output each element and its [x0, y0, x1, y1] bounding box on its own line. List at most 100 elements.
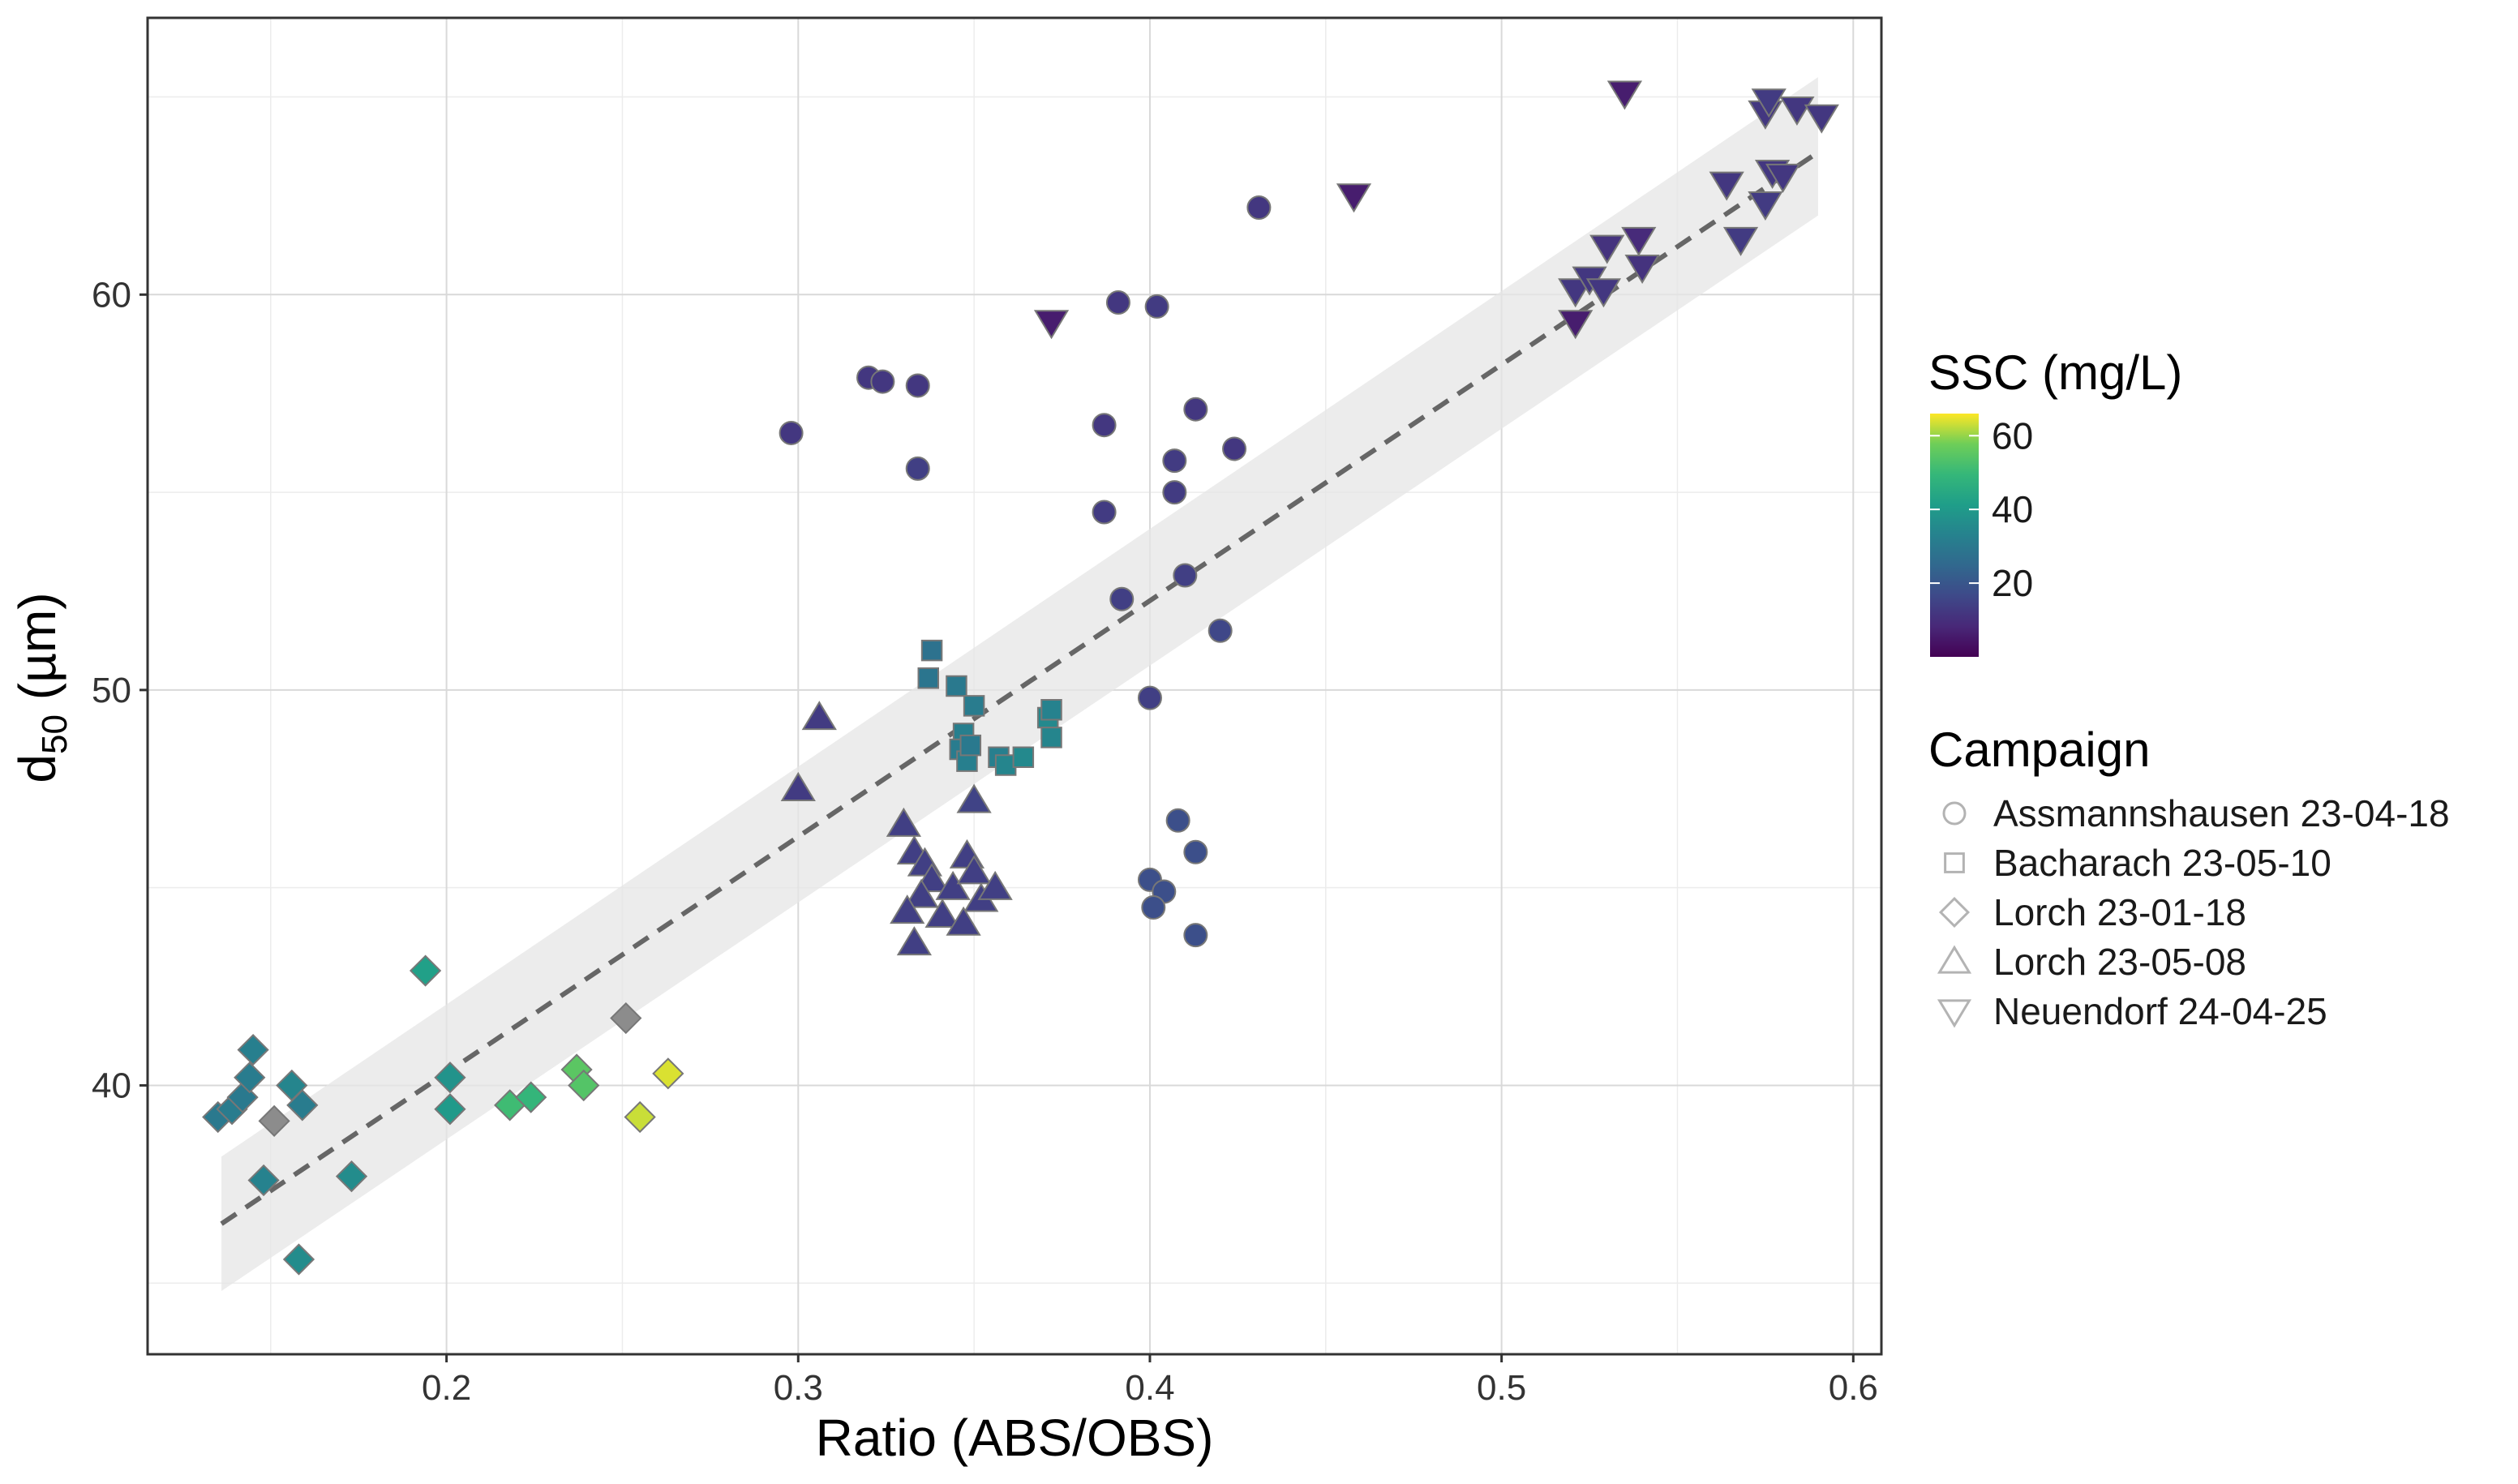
data-point: [434, 1093, 466, 1126]
data-point: [515, 1081, 547, 1113]
legend-entry-label: Lorch 23-01-18: [1993, 891, 2246, 933]
data-point: [1183, 923, 1208, 948]
data-point: [946, 675, 967, 697]
data-point: [1222, 436, 1247, 461]
legend-entry-label: Bacharach 23-05-10: [1993, 842, 2331, 884]
data-point: [1092, 413, 1117, 438]
y-axis: 40 50 60: [92, 275, 148, 1105]
data-point: [1144, 294, 1169, 319]
series-circle: [779, 195, 1272, 948]
legend-entry-label: Assmannshausen 23-04-18: [1993, 792, 2450, 834]
data-point: [917, 667, 940, 689]
x-tick-label: 0.4: [1125, 1368, 1174, 1408]
legend-triangle-down-icon: [1937, 999, 1972, 1028]
data-point: [1183, 839, 1208, 864]
shape-legend-entries: Assmannshausen 23-04-18 Bacharach 23-05-1…: [1937, 792, 2450, 1032]
data-point: [935, 870, 971, 900]
series-triangle-up: [780, 701, 1013, 956]
legend-entry-label: Neuendorf 24-04-25: [1993, 990, 2327, 1032]
y-tick-label: 40: [92, 1066, 131, 1105]
x-axis-title: Ratio (ABS/OBS): [816, 1409, 1214, 1467]
data-point: [1162, 480, 1187, 505]
x-tick-label: 0.2: [422, 1368, 471, 1408]
data-point: [409, 954, 442, 987]
data-point: [1141, 895, 1166, 920]
data-point: [247, 1164, 280, 1197]
shape-legend-title: Campaign: [1928, 723, 2151, 777]
color-legend: SSC (mg/L) 20 40 60: [1928, 345, 2182, 657]
data-point: [1109, 586, 1135, 611]
data-point: [568, 1069, 600, 1102]
y-tick-label: 60: [92, 275, 131, 315]
data-point: [956, 855, 992, 885]
data-point: [801, 701, 837, 731]
data-point: [1092, 500, 1117, 525]
data-point: [1804, 104, 1839, 134]
color-tick-label: 40: [1992, 488, 2033, 530]
data-point: [1589, 234, 1625, 264]
x-axis: 0.2 0.3 0.4 0.5 0.6: [422, 1354, 1878, 1408]
legend-square-icon: [1944, 852, 1965, 873]
series-square: [917, 639, 1062, 776]
data-point: [977, 870, 1013, 900]
data-point: [890, 894, 925, 924]
data-point: [1558, 310, 1594, 340]
data-point: [1183, 397, 1208, 422]
data-point: [1722, 226, 1759, 256]
y-axis-title: d50 (µm): [8, 592, 75, 783]
y-axis-title-subscript: 50: [35, 714, 75, 754]
x-tick-label: 0.6: [1829, 1368, 1878, 1408]
data-point: [924, 898, 960, 928]
data-point: [1748, 191, 1783, 221]
data-point: [234, 1062, 266, 1094]
grid: [148, 18, 1881, 1354]
data-point: [946, 906, 981, 936]
y-tick-label: 50: [92, 671, 131, 710]
data-point: [624, 1100, 656, 1134]
x-tick-label: 0.5: [1477, 1368, 1526, 1408]
data-point: [1162, 448, 1187, 474]
data-point: [1336, 183, 1372, 213]
data-point: [258, 1104, 290, 1137]
color-tick-label: 60: [1992, 414, 2033, 457]
data-point: [920, 639, 943, 662]
legend-entry: Neuendorf 24-04-25: [1937, 990, 2327, 1032]
data-point: [1765, 163, 1801, 193]
data-point: [905, 456, 930, 481]
legend-entry: Bacharach 23-05-10: [1944, 842, 2331, 884]
legend-triangle-up-icon: [1937, 945, 1972, 974]
confidence-band-area: [221, 77, 1818, 1291]
data-points: [202, 80, 1839, 1276]
data-point: [1173, 563, 1198, 588]
data-point: [237, 1033, 269, 1066]
y-axis-title-unit: (µm): [8, 592, 66, 714]
data-point: [1040, 727, 1062, 748]
data-point: [780, 771, 816, 801]
data-point: [1165, 808, 1190, 833]
data-point: [1137, 685, 1162, 710]
data-point: [1246, 195, 1272, 221]
data-point: [282, 1243, 315, 1276]
color-legend-title: SSC (mg/L): [1928, 345, 2182, 400]
legend-entry: Lorch 23-05-08: [1937, 941, 2246, 983]
data-point: [335, 1160, 368, 1193]
data-point: [963, 695, 985, 717]
data-point: [779, 420, 804, 445]
data-point: [959, 734, 982, 757]
color-legend-bar: [1930, 414, 1979, 657]
legend-circle-icon: [1942, 801, 1967, 826]
series-diamond: [202, 954, 684, 1276]
data-point: [1624, 254, 1660, 285]
series-triangle-down: [1033, 80, 1839, 340]
shape-legend: Campaign Assmannshausen 23-04-18 Bacharac…: [1928, 723, 2450, 1032]
data-point: [434, 1062, 466, 1094]
legend-entry-label: Lorch 23-05-08: [1993, 941, 2246, 983]
y-axis-title-main: d: [8, 754, 66, 783]
data-point: [1105, 290, 1130, 315]
color-tick-label: 20: [1992, 562, 2033, 604]
data-point: [886, 807, 922, 837]
data-point: [1709, 171, 1744, 201]
data-point: [1751, 88, 1787, 118]
data-point: [903, 878, 939, 908]
data-point: [870, 369, 895, 394]
